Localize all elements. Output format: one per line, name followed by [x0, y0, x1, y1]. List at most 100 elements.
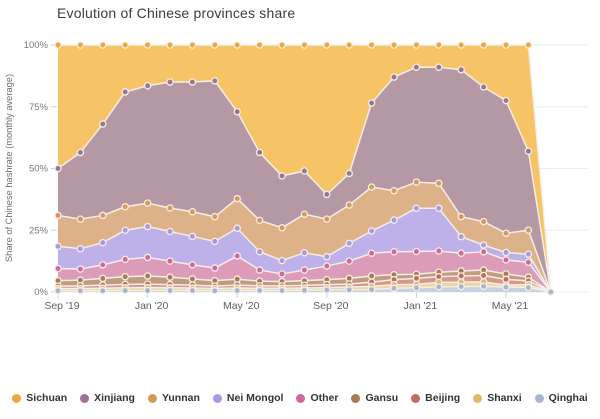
legend-item-beijing[interactable]: Beijing: [411, 392, 460, 404]
point-other[interactable]: [345, 257, 353, 265]
point-qinghai[interactable]: [255, 286, 264, 295]
point-nei-mongol[interactable]: [278, 256, 286, 265]
point-yunnan[interactable]: [367, 183, 376, 191]
point-sichuan[interactable]: [76, 41, 85, 49]
point-sichuan[interactable]: [99, 41, 107, 49]
point-qinghai[interactable]: [367, 285, 376, 294]
point-qinghai[interactable]: [143, 286, 152, 295]
point-xinjiang[interactable]: [412, 63, 421, 71]
point-nei-mongol[interactable]: [300, 248, 309, 257]
point-yunnan[interactable]: [524, 226, 533, 234]
point-qinghai[interactable]: [76, 287, 85, 295]
point-yunnan[interactable]: [345, 201, 353, 209]
point-qinghai[interactable]: [233, 286, 241, 295]
point-beijing[interactable]: [457, 272, 465, 280]
point-sichuan[interactable]: [524, 41, 533, 49]
point-xinjiang[interactable]: [300, 167, 309, 175]
point-other[interactable]: [166, 257, 174, 265]
point-xinjiang[interactable]: [323, 190, 331, 199]
point-gansu[interactable]: [233, 275, 241, 283]
point-yunnan[interactable]: [278, 224, 286, 232]
point-qinghai[interactable]: [457, 282, 465, 291]
point-yunnan[interactable]: [166, 204, 174, 212]
point-qinghai[interactable]: [345, 286, 353, 294]
point-yunnan[interactable]: [121, 203, 129, 211]
legend-item-yunnan[interactable]: Yunnan: [147, 392, 200, 404]
point-nei-mongol[interactable]: [502, 248, 510, 257]
point-gansu[interactable]: [166, 273, 174, 281]
point-sichuan[interactable]: [435, 41, 443, 49]
point-nei-mongol[interactable]: [99, 238, 107, 247]
point-nei-mongol[interactable]: [479, 241, 488, 249]
point-yunnan[interactable]: [255, 216, 264, 225]
point-xinjiang[interactable]: [435, 63, 443, 71]
point-xinjiang[interactable]: [345, 169, 353, 178]
point-nei-mongol[interactable]: [188, 232, 197, 241]
point-beijing[interactable]: [412, 274, 421, 283]
point-yunnan[interactable]: [412, 178, 421, 186]
point-nei-mongol[interactable]: [524, 250, 533, 258]
legend-item-sichuan[interactable]: Sichuan: [12, 392, 67, 404]
point-sichuan[interactable]: [121, 41, 129, 49]
point-other[interactable]: [99, 261, 107, 269]
point-yunnan[interactable]: [54, 211, 62, 220]
point-sichuan[interactable]: [211, 41, 219, 49]
point-xinjiang[interactable]: [367, 99, 376, 107]
point-other[interactable]: [233, 252, 241, 260]
point-yunnan[interactable]: [300, 210, 309, 218]
legend-item-gansu[interactable]: Gansu: [351, 392, 398, 404]
point-yunnan[interactable]: [502, 229, 510, 237]
point-xinjiang[interactable]: [166, 78, 174, 86]
point-qinghai[interactable]: [121, 286, 129, 295]
point-xinjiang[interactable]: [143, 82, 152, 90]
point-qinghai[interactable]: [54, 287, 62, 295]
point-gansu[interactable]: [188, 275, 197, 283]
point-nei-mongol[interactable]: [390, 216, 398, 224]
point-sichuan[interactable]: [479, 41, 488, 49]
point-nei-mongol[interactable]: [457, 232, 465, 241]
point-xinjiang[interactable]: [502, 96, 510, 105]
point-xinjiang[interactable]: [255, 148, 264, 157]
point-sichuan[interactable]: [188, 41, 197, 49]
point-sichuan[interactable]: [502, 41, 510, 49]
point-nei-mongol[interactable]: [121, 226, 129, 234]
point-nei-mongol[interactable]: [367, 227, 376, 235]
point-yunnan[interactable]: [143, 199, 152, 207]
point-gansu[interactable]: [121, 272, 129, 281]
point-other[interactable]: [255, 266, 264, 274]
point-nei-mongol[interactable]: [345, 239, 353, 248]
point-xinjiang[interactable]: [121, 88, 129, 96]
point-yunnan[interactable]: [479, 217, 488, 226]
point-xinjiang[interactable]: [278, 172, 286, 180]
point-xinjiang[interactable]: [524, 147, 533, 155]
point-xinjiang[interactable]: [188, 78, 197, 86]
point-xinjiang[interactable]: [211, 77, 219, 85]
point-xinjiang[interactable]: [479, 83, 488, 91]
point-qinghai[interactable]: [300, 286, 309, 295]
point-qinghai[interactable]: [390, 284, 398, 293]
point-qinghai[interactable]: [502, 283, 510, 291]
point-qinghai[interactable]: [211, 287, 219, 295]
point-other[interactable]: [367, 249, 376, 257]
legend-item-other[interactable]: Other: [296, 392, 338, 404]
point-other[interactable]: [412, 247, 421, 256]
point-other[interactable]: [502, 256, 510, 264]
point-nei-mongol[interactable]: [54, 242, 62, 251]
point-gansu[interactable]: [367, 272, 376, 280]
point-nei-mongol[interactable]: [255, 247, 264, 256]
point-qinghai[interactable]: [323, 286, 331, 294]
point-yunnan[interactable]: [99, 211, 107, 220]
point-nei-mongol[interactable]: [76, 245, 85, 253]
point-xinjiang[interactable]: [99, 120, 107, 128]
point-nei-mongol[interactable]: [211, 237, 219, 246]
point-other[interactable]: [457, 249, 465, 257]
point-xinjiang[interactable]: [233, 107, 241, 116]
point-other[interactable]: [435, 247, 443, 255]
point-sichuan[interactable]: [412, 41, 421, 49]
legend-item-nei-mongol[interactable]: Nei Mongol: [212, 392, 283, 404]
point-nei-mongol[interactable]: [412, 204, 421, 213]
legend-item-qinghai[interactable]: Qinghai: [534, 392, 588, 404]
point-qinghai[interactable]: [435, 283, 443, 291]
point-other[interactable]: [300, 266, 309, 274]
point-beijing[interactable]: [479, 271, 488, 280]
